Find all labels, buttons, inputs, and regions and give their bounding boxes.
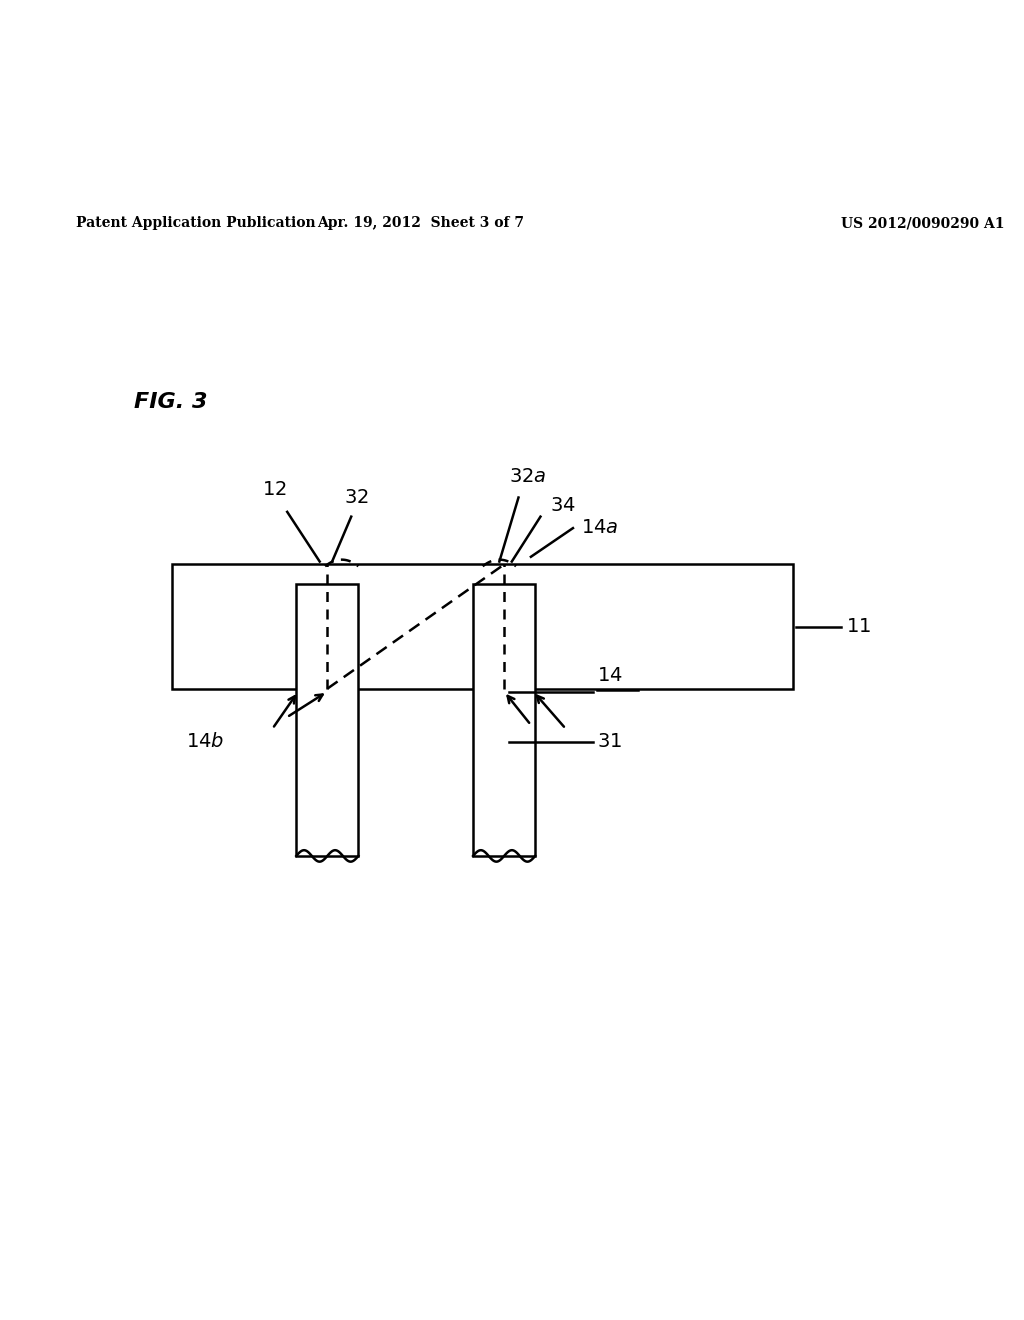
Text: Patent Application Publication: Patent Application Publication (77, 216, 316, 230)
Text: $\it{14a}$: $\it{14a}$ (581, 519, 618, 537)
Bar (172, 565, 794, 689)
Text: Apr. 19, 2012  Sheet 3 of 7: Apr. 19, 2012 Sheet 3 of 7 (317, 216, 524, 230)
Text: FIG. 3: FIG. 3 (134, 392, 207, 412)
Bar (296, 583, 358, 855)
Text: $\it{14b}$: $\it{14b}$ (186, 731, 224, 751)
Text: $\it{11}$: $\it{11}$ (846, 618, 870, 635)
Text: $\it{14}$: $\it{14}$ (597, 667, 623, 685)
Text: US 2012/0090290 A1: US 2012/0090290 A1 (841, 216, 1005, 230)
Text: $\it{34}$: $\it{34}$ (550, 496, 575, 515)
Text: $\it{32a}$: $\it{32a}$ (509, 469, 547, 486)
Bar (473, 583, 536, 855)
Text: $\it{31}$: $\it{31}$ (597, 733, 623, 751)
Text: $\it{12}$: $\it{12}$ (262, 482, 287, 499)
Text: $\it{32}$: $\it{32}$ (344, 490, 369, 507)
